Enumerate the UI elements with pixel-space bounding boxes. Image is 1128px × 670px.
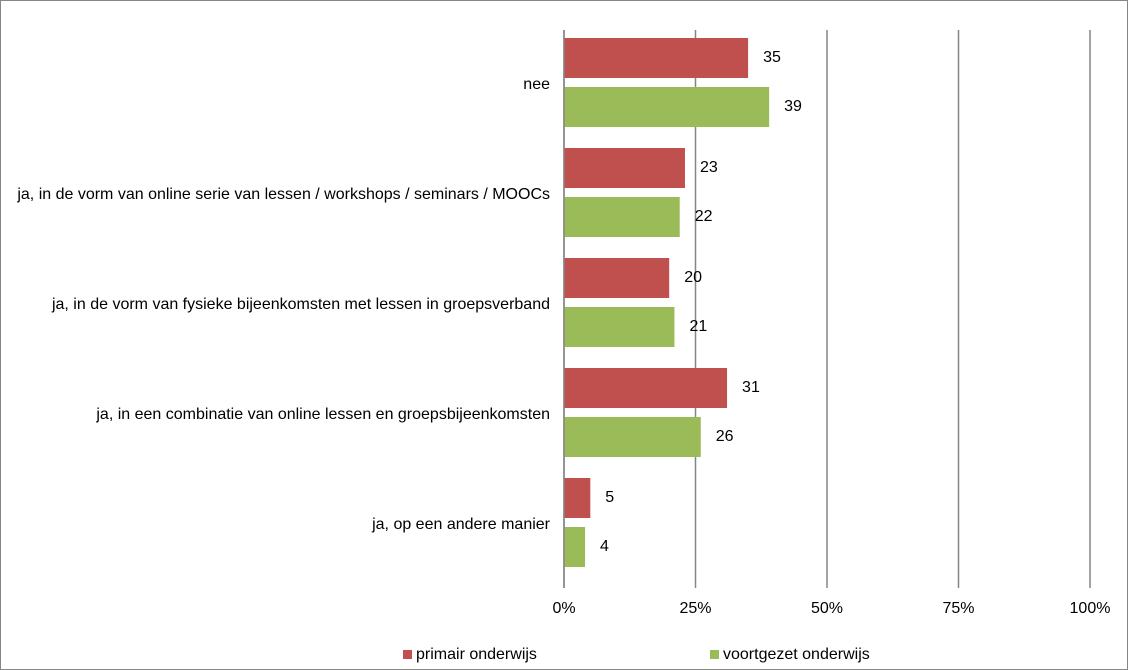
bar: [564, 38, 749, 78]
bar: [564, 148, 685, 188]
data-label: 26: [716, 428, 734, 445]
data-label: 39: [784, 98, 802, 115]
data-label: 31: [742, 379, 760, 396]
bar: [564, 307, 675, 347]
category-label: ja, in de vorm van fysieke bijeenkomsten…: [51, 296, 550, 313]
bar: [564, 258, 670, 298]
x-tick-label: 0%: [552, 600, 575, 617]
category-label: ja, in de vorm van online serie van less…: [17, 186, 550, 203]
bar: [564, 478, 591, 518]
bar: [564, 368, 728, 408]
data-label: 21: [689, 318, 707, 335]
x-tick-label: 100%: [1070, 600, 1111, 617]
data-label: 35: [763, 49, 781, 66]
category-label: ja, in een combinatie van online lessen …: [96, 406, 550, 423]
bar: [564, 197, 680, 237]
x-tick-label: 50%: [811, 600, 843, 617]
category-label: ja, op een andere manier: [372, 516, 550, 533]
bar: [564, 527, 586, 567]
data-label: 4: [600, 538, 609, 555]
legend-label: primair onderwijs: [416, 646, 537, 663]
legend-swatch: [403, 650, 412, 659]
category-label: nee: [523, 76, 550, 93]
bar: [564, 87, 770, 127]
data-label: 22: [695, 208, 713, 225]
data-label: 5: [605, 489, 614, 506]
data-label: 23: [700, 159, 718, 176]
bar: [564, 417, 701, 457]
x-tick-label: 75%: [942, 600, 974, 617]
x-tick-label: 25%: [679, 600, 711, 617]
legend-label: voortgezet onderwijs: [723, 646, 870, 663]
data-label: 20: [684, 269, 702, 286]
legend-swatch: [710, 650, 719, 659]
